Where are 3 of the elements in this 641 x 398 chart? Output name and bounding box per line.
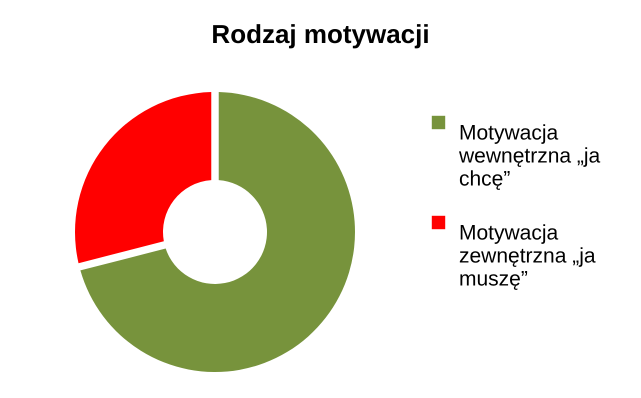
legend-label: Motywacja wewnętrzna „ja chcę”	[458, 122, 601, 190]
chart-title: Rodzaj motywacji	[211, 19, 430, 49]
legend-label: Motywacja zewnętrzna „ja muszę”	[459, 222, 596, 290]
